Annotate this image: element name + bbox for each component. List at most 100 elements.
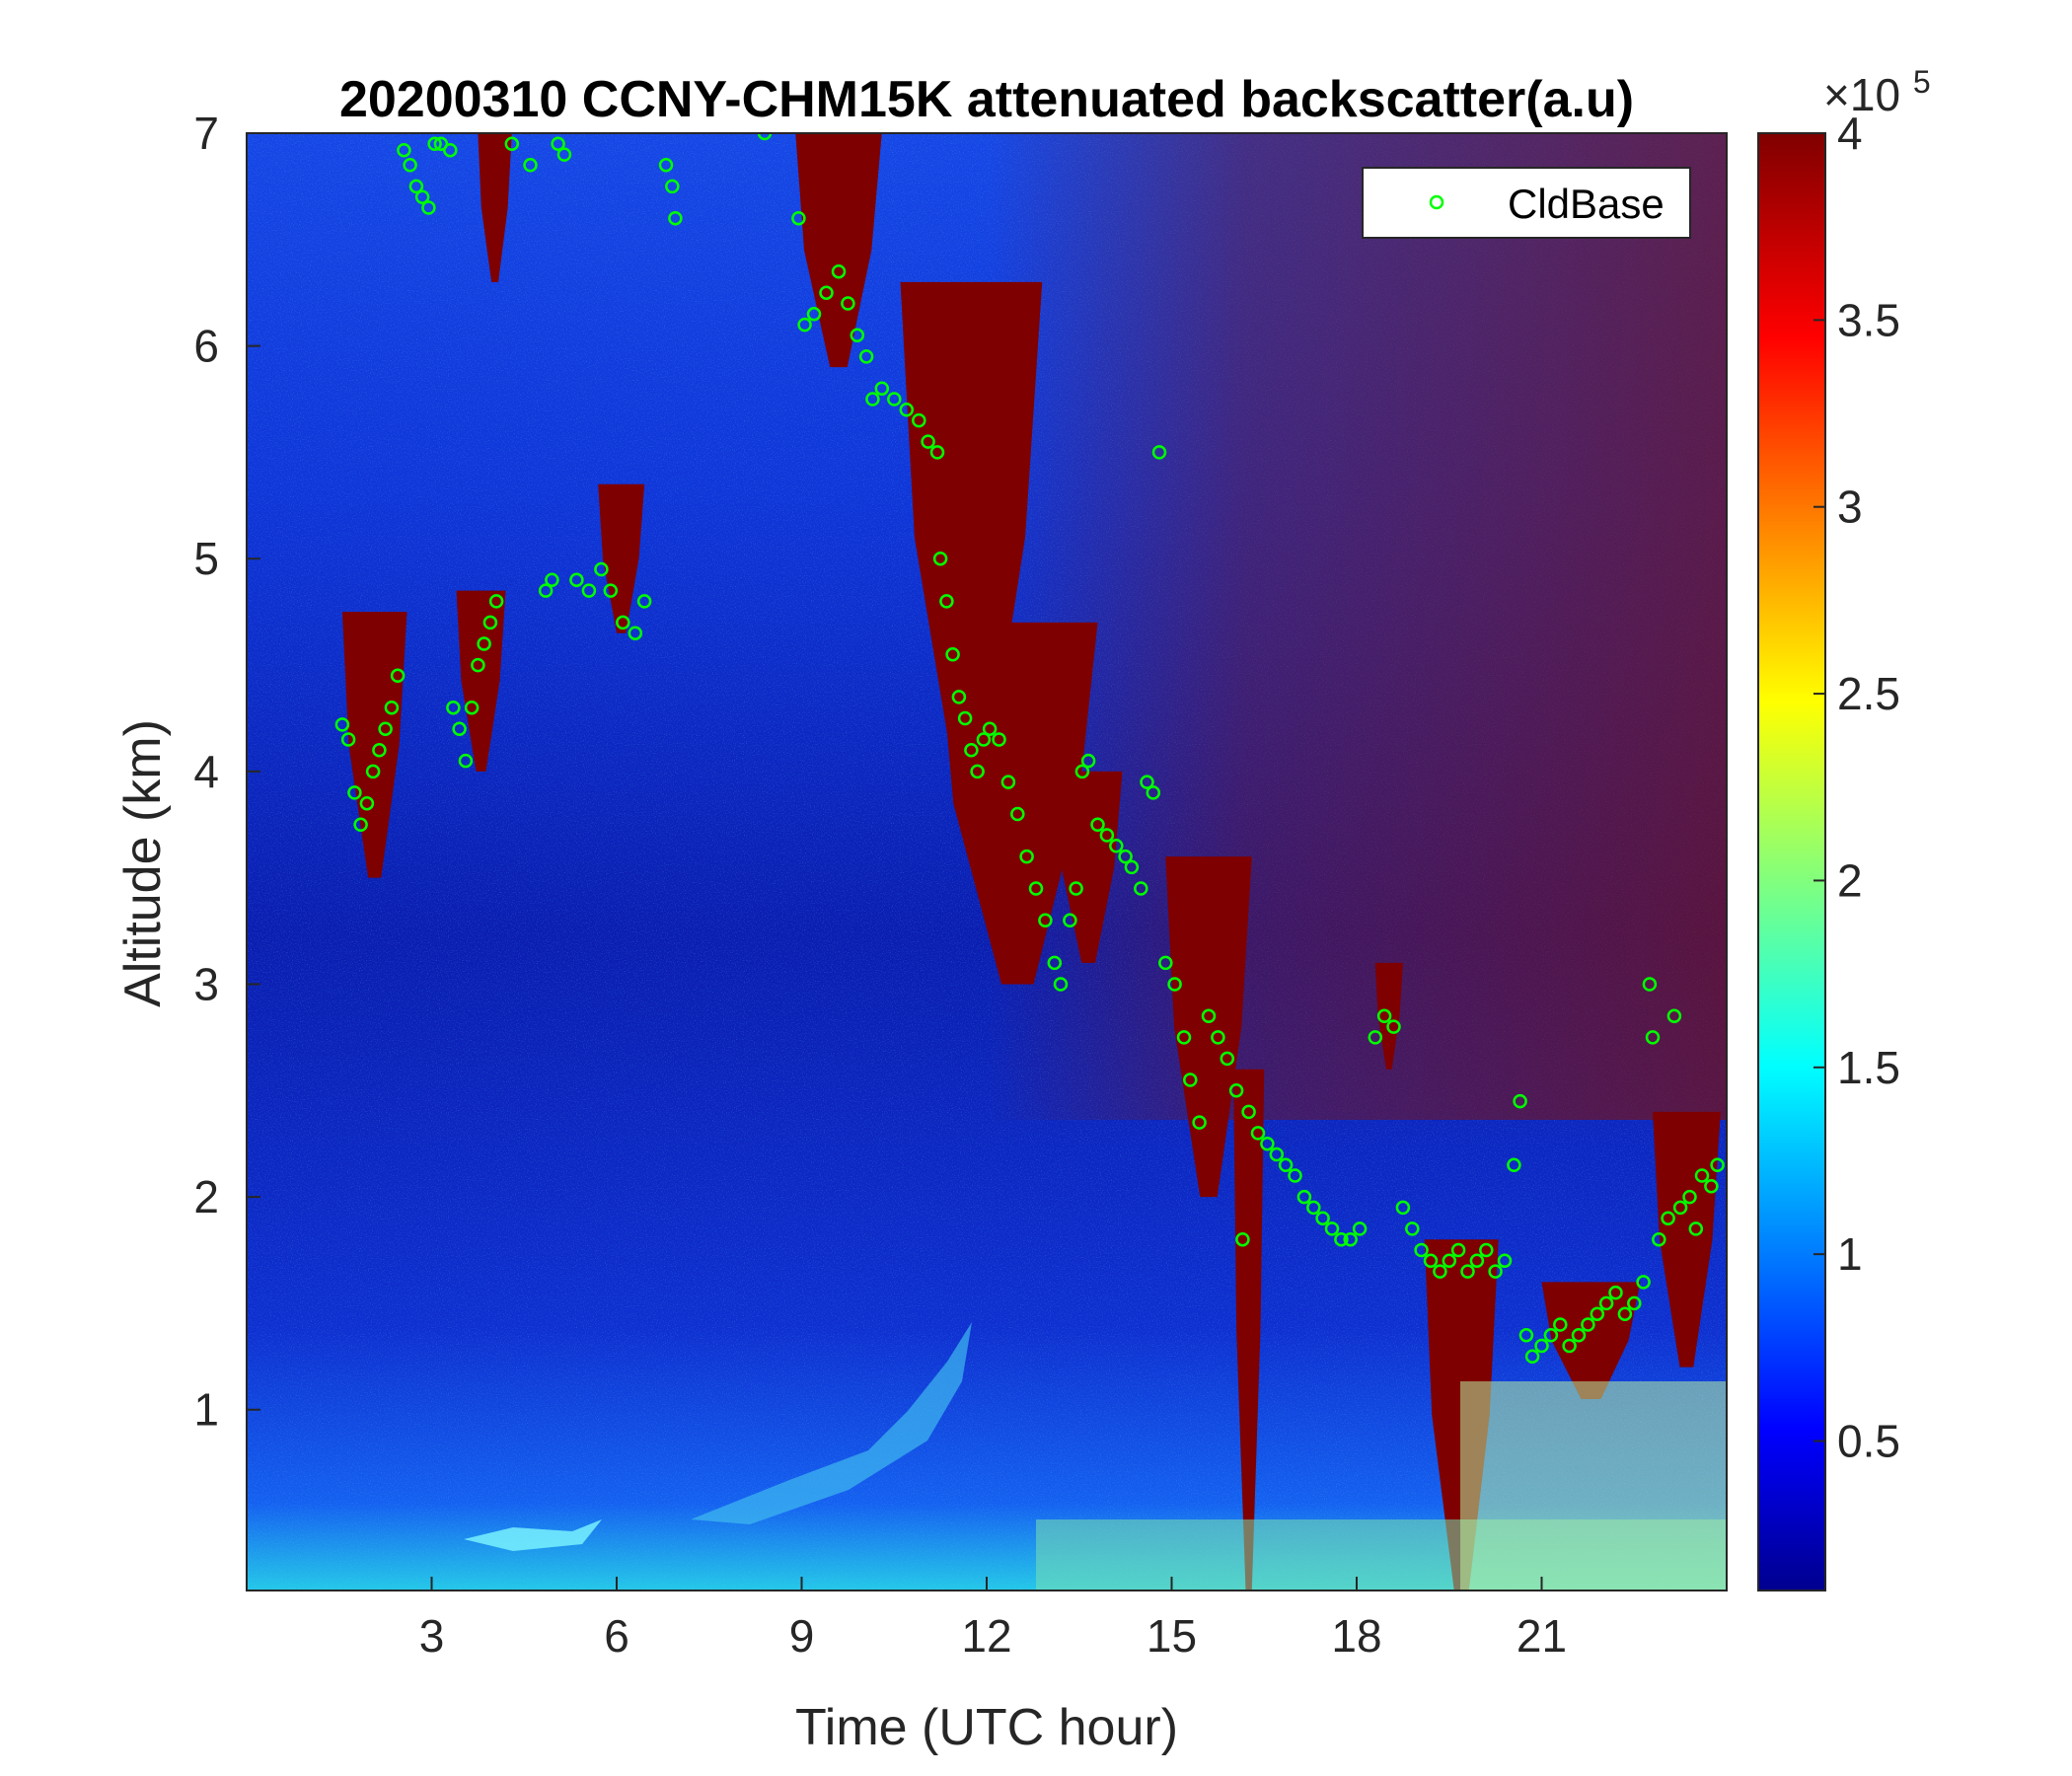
cldbase-point-126 [1507, 1157, 1521, 1173]
cldbase-point-38 [636, 594, 652, 609]
cldbase-point-58 [932, 551, 948, 566]
x-tick-label-0: 3 [419, 1610, 445, 1662]
colorbar-gradient [1757, 132, 1826, 1591]
evening-aerosol-layer [1460, 1381, 1727, 1591]
cldbase-point-35 [603, 583, 619, 598]
cldbase-point-32 [569, 572, 584, 588]
boundary-layer-top [691, 1322, 972, 1524]
cloud-region-1 [456, 590, 506, 772]
cldbase-point-50 [858, 349, 874, 364]
cldbase-point-127 [1513, 1093, 1527, 1109]
cldbase-point-60 [945, 647, 960, 662]
cldbase-point-23 [477, 636, 491, 651]
cldbase-point-40 [665, 179, 680, 194]
cldbase-point-86 [1146, 785, 1161, 800]
cldbase-point-102 [1278, 1157, 1294, 1173]
y-tick-label-4: 5 [193, 533, 219, 584]
cldbase-point-123 [1479, 1242, 1494, 1258]
cldbase-point-137 [1598, 1295, 1614, 1311]
boundary-layer-plume [464, 1519, 602, 1551]
cldbase-point-106 [1315, 1211, 1330, 1225]
cldbase-point-8 [384, 700, 400, 715]
cldbase-point-74 [1053, 977, 1069, 992]
legend-label-cldbase: CldBase [1508, 181, 1665, 227]
y-tick-label-2: 3 [193, 958, 219, 1009]
cldbase-point-118 [1433, 1264, 1447, 1279]
cldbase-point-141 [1636, 1275, 1651, 1290]
cldbase-point-138 [1608, 1285, 1623, 1300]
cldbase-point-81 [1109, 839, 1124, 853]
y-tick-label-6: 7 [193, 108, 219, 159]
cldbase-point-66 [982, 721, 998, 736]
y-tick-label-0: 1 [193, 1384, 219, 1436]
cldbase-point-45 [806, 307, 822, 322]
cldbase-point-49 [850, 328, 865, 343]
cldbase-point-68 [1000, 775, 1016, 789]
cldbase-point-78 [1080, 753, 1096, 769]
cloud-region-8 [1165, 856, 1252, 1198]
cloud-region-3 [478, 133, 512, 282]
cldbase-point-108 [1334, 1231, 1349, 1247]
cldbase-point-139 [1617, 1306, 1633, 1321]
cloud-region-13 [1653, 1111, 1721, 1368]
cldbase-point-131 [1543, 1328, 1559, 1343]
cldbase-point-143 [1645, 1030, 1661, 1045]
legend-marker-cldbase [1429, 194, 1444, 210]
cldbase-point-34 [594, 561, 609, 577]
x-tick-label-2: 9 [789, 1610, 815, 1662]
cldbase-point-9 [390, 668, 406, 684]
cldbase-point-55 [912, 412, 926, 428]
cldbase-point-25 [488, 594, 504, 609]
cldbase-point-18 [446, 700, 461, 715]
cldbase-point-37 [628, 626, 643, 640]
y-axis-label: Altitude (km) [114, 719, 172, 1007]
cldbase-point-80 [1099, 828, 1115, 843]
colorbar-ticks: 0.5 1 1.5 2 2.5 3 3.5 4 [1813, 108, 1900, 1467]
cldbase-point-75 [1063, 913, 1077, 928]
cldbase-point-135 [1581, 1317, 1595, 1332]
cldbase-point-147 [1672, 1200, 1688, 1216]
plot-area [247, 133, 1727, 1591]
cldbase-point-44 [797, 317, 812, 333]
cldbase-point-59 [939, 594, 954, 609]
cldbase-point-117 [1423, 1253, 1439, 1269]
cldbase-point-47 [831, 263, 847, 279]
cldbase-point-119 [1442, 1253, 1457, 1269]
y-tick-label-1: 2 [193, 1171, 219, 1222]
x-tick-label-5: 18 [1331, 1610, 1381, 1662]
cldbase-point-109 [1343, 1231, 1358, 1247]
cldbase-point-83 [1124, 859, 1140, 875]
cldbase-point-77 [1074, 764, 1090, 779]
cldbase-point-19 [452, 721, 467, 736]
cldbase-point-33 [581, 583, 597, 598]
cldbase-point-76 [1069, 881, 1083, 896]
colorbar-exponent-power: 5 [1913, 64, 1931, 100]
cldbase-point-11 [403, 158, 417, 173]
cldbase-point-17 [443, 142, 458, 158]
cloud-region-6 [937, 622, 1098, 985]
cldbase-point-136 [1590, 1306, 1605, 1321]
cloudbase-series [334, 133, 1725, 1365]
cldbase-point-103 [1288, 1168, 1302, 1183]
cldbase-point-122 [1469, 1253, 1485, 1269]
x-tick-label-6: 21 [1517, 1610, 1567, 1662]
cldbase-point-26 [504, 136, 520, 152]
colorbar-tick-label-0: 0.5 [1837, 1416, 1900, 1467]
cldbase-point-3 [353, 817, 368, 833]
cldbase-point-67 [992, 732, 1006, 747]
cldbase-point-99 [1250, 1126, 1266, 1141]
cldbase-point-113 [1386, 1019, 1401, 1034]
cldbase-point-62 [957, 710, 973, 726]
cldbase-point-88 [1158, 955, 1173, 971]
cldbase-point-10 [397, 142, 411, 158]
cloud-region-9 [1233, 1069, 1265, 1591]
x-tick-label-4: 15 [1147, 1610, 1197, 1662]
cldbase-point-105 [1306, 1200, 1321, 1216]
cldbase-point-54 [899, 403, 915, 417]
cldbase-point-79 [1090, 817, 1105, 833]
cldbase-point-2 [347, 785, 362, 800]
cldbase-point-110 [1352, 1221, 1368, 1236]
legend-box [1362, 167, 1691, 239]
cldbase-point-51 [865, 392, 880, 407]
cldbase-point-116 [1414, 1242, 1429, 1258]
